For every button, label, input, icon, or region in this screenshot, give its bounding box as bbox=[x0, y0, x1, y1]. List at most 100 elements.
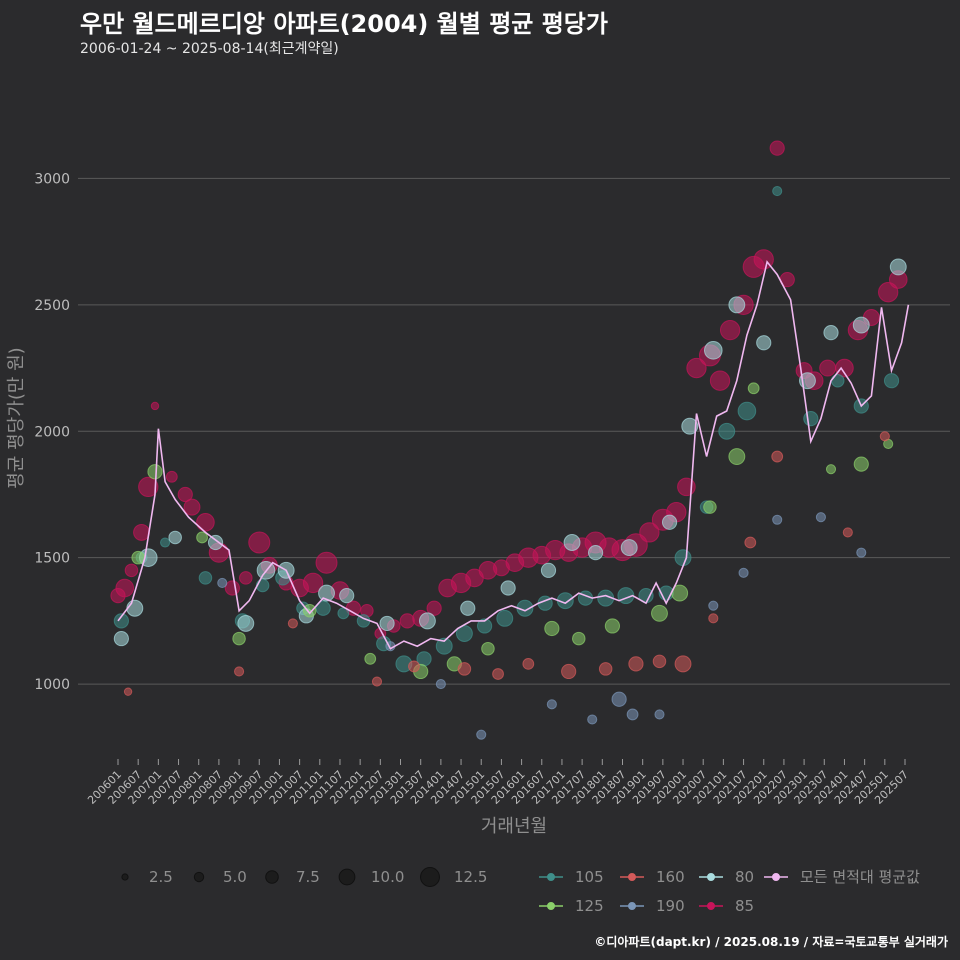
point-190-9 bbox=[708, 600, 719, 611]
x-axis-title: 거래년월 bbox=[481, 816, 547, 837]
point-80-9 bbox=[318, 584, 335, 602]
legend-label-s85: 85 bbox=[735, 897, 754, 915]
point-80-5 bbox=[237, 614, 255, 632]
point-160-7 bbox=[522, 657, 535, 670]
legend-key-s105 bbox=[547, 873, 555, 881]
point-85-6 bbox=[165, 470, 178, 483]
point-105-3 bbox=[198, 571, 213, 585]
point-160-2 bbox=[287, 618, 298, 629]
y-axis-ticks: 1000 1500 2000 2500 3000 bbox=[34, 171, 70, 693]
legend-label-s160: 160 bbox=[656, 868, 685, 886]
point-105-17 bbox=[496, 609, 514, 627]
average-line-group bbox=[117, 260, 910, 650]
scatter-points bbox=[110, 140, 908, 740]
point-160-9 bbox=[598, 662, 613, 676]
size-legend-label-4: 12.5 bbox=[454, 868, 487, 886]
point-85-57 bbox=[819, 359, 837, 377]
point-125-2 bbox=[196, 531, 208, 544]
y-tick-1500: 1500 bbox=[34, 551, 70, 567]
point-125-8 bbox=[481, 641, 495, 656]
point-85-13 bbox=[248, 531, 271, 554]
point-125-3 bbox=[232, 631, 246, 646]
legend-label-s80: 80 bbox=[735, 868, 754, 886]
legend-key-s80 bbox=[707, 873, 715, 881]
point-85-4 bbox=[138, 476, 159, 498]
point-105-30 bbox=[772, 186, 783, 197]
point-85-46 bbox=[686, 357, 707, 379]
point-85-53 bbox=[769, 140, 785, 156]
point-105-31 bbox=[803, 411, 819, 427]
point-80-20 bbox=[681, 417, 699, 435]
point-160-16 bbox=[842, 527, 853, 538]
point-190-11 bbox=[772, 514, 783, 525]
point-80-14 bbox=[500, 580, 516, 596]
point-160-13 bbox=[708, 613, 719, 624]
series-105 bbox=[113, 186, 900, 673]
point-160-4 bbox=[408, 660, 420, 673]
point-85-61 bbox=[878, 282, 899, 303]
point-160-8 bbox=[561, 663, 577, 680]
y-axis-title: 평균 평당가(만 원) bbox=[6, 347, 27, 488]
point-160-15 bbox=[771, 450, 784, 463]
point-80-18 bbox=[620, 539, 638, 557]
point-80-1 bbox=[126, 599, 144, 617]
chart-legend: 2.5 5.0 7.5 10.0 12.5 105 160 80 모든 면적대 평균값 125 19… bbox=[121, 867, 920, 915]
point-80-21 bbox=[703, 341, 723, 360]
size-legend-dot-2 bbox=[265, 870, 279, 884]
point-160-0 bbox=[123, 687, 133, 696]
point-105-26 bbox=[674, 549, 692, 567]
legend-label-s190: 190 bbox=[656, 897, 685, 915]
point-160-10 bbox=[628, 656, 644, 672]
point-160-14 bbox=[744, 536, 757, 549]
point-85-8 bbox=[183, 498, 201, 516]
point-80-3 bbox=[168, 530, 182, 545]
legend-key-s125 bbox=[547, 902, 555, 910]
size-legend-dot-1 bbox=[193, 871, 205, 883]
size-legend-label-2: 7.5 bbox=[296, 868, 320, 886]
point-85-2 bbox=[124, 563, 139, 578]
point-190-6 bbox=[611, 691, 627, 707]
point-125-0 bbox=[131, 550, 145, 565]
average-line bbox=[117, 260, 910, 650]
point-105-14 bbox=[435, 637, 453, 655]
point-105-16 bbox=[476, 618, 493, 634]
size-legend-dot-4 bbox=[420, 867, 440, 887]
point-85-17 bbox=[302, 572, 324, 594]
point-105-28 bbox=[718, 422, 736, 440]
point-125-16 bbox=[747, 382, 760, 395]
point-160-6 bbox=[492, 668, 504, 680]
size-legend-dot-0 bbox=[121, 873, 129, 881]
series-160 bbox=[123, 431, 890, 696]
point-80-4 bbox=[207, 534, 224, 551]
point-190-0 bbox=[217, 577, 228, 589]
point-190-10 bbox=[738, 567, 749, 578]
point-125-18 bbox=[853, 456, 869, 472]
point-125-10 bbox=[572, 631, 586, 646]
point-190-7 bbox=[626, 708, 639, 721]
legend-label-s125: 125 bbox=[575, 897, 604, 915]
chart-subtitle: 2006-01-24 ~ 2025-08-14(최근계약일) bbox=[80, 41, 339, 57]
series-85 bbox=[110, 140, 908, 640]
point-190-3 bbox=[476, 729, 487, 740]
point-85-42 bbox=[639, 522, 660, 543]
point-85-11 bbox=[224, 580, 240, 596]
point-85-49 bbox=[719, 319, 741, 341]
series-190 bbox=[217, 512, 867, 740]
legend-key-s160 bbox=[628, 873, 636, 881]
point-160-3 bbox=[371, 676, 383, 687]
point-85-58 bbox=[835, 358, 854, 378]
point-80-19 bbox=[661, 514, 678, 530]
point-190-5 bbox=[587, 714, 598, 725]
point-85-12 bbox=[239, 571, 253, 585]
point-160-11 bbox=[652, 654, 667, 669]
point-85-24 bbox=[399, 613, 415, 629]
point-85-1 bbox=[115, 578, 135, 598]
point-85-18 bbox=[315, 551, 338, 574]
point-80-12 bbox=[418, 612, 436, 630]
y-tick-1000: 1000 bbox=[34, 677, 70, 693]
point-105-0 bbox=[113, 613, 129, 629]
point-105-29 bbox=[737, 401, 757, 421]
point-190-4 bbox=[546, 699, 557, 710]
point-190-13 bbox=[856, 547, 867, 558]
point-80-25 bbox=[823, 325, 839, 341]
